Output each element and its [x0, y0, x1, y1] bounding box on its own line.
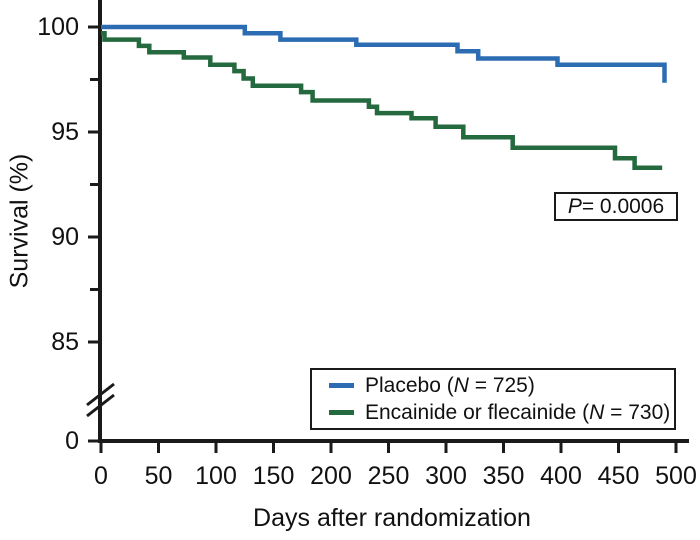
legend-label-encainide: Encainide or flecainide (N = 730) [365, 400, 670, 426]
y-tick-label: 85 [51, 328, 79, 356]
legend-item-placebo: Placebo (N = 725) [329, 373, 674, 399]
y-tick-label: 90 [51, 223, 79, 251]
x-axis-title: Days after randomization [253, 504, 531, 532]
x-tick-label: 300 [425, 462, 467, 490]
x-tick-label: 50 [145, 462, 173, 490]
p-value-symbol: P [567, 194, 582, 218]
x-tick-label: 100 [195, 462, 237, 490]
y-zero-label: 0 [65, 427, 79, 455]
x-tick-label: 500 [655, 462, 697, 490]
legend-item-encainide: Encainide or flecainide (N = 730) [329, 400, 674, 426]
legend-label-n: N [453, 373, 469, 397]
p-value-box: P = 0.0006 [554, 192, 678, 221]
p-value-text: = 0.0006 [581, 194, 665, 218]
legend-label-text: Encainide or flecainide ( [365, 400, 590, 424]
legend-label-placebo: Placebo (N = 725) [365, 373, 535, 399]
legend: Placebo (N = 725) Encainide or flecainid… [310, 368, 676, 430]
legend-label-text: Placebo ( [365, 373, 454, 397]
x-tick-label: 350 [483, 462, 525, 490]
x-tick-label: 450 [598, 462, 640, 490]
x-tick-label: 250 [368, 462, 410, 490]
axis-break-mark [86, 393, 115, 418]
x-tick-label: 400 [540, 462, 582, 490]
x-tick-label: 200 [310, 462, 352, 490]
y-tick-label: 100 [37, 13, 79, 41]
legend-swatch-encainide [329, 410, 354, 415]
legend-label-text: = 725) [468, 373, 535, 397]
axis-break-mark [86, 382, 115, 407]
y-axis-title: Survival (%) [5, 153, 34, 289]
x-tick-label: 150 [253, 462, 295, 490]
legend-label-n: N [589, 400, 605, 424]
legend-swatch-placebo [329, 383, 354, 388]
survival-curve-placebo [101, 24, 667, 83]
legend-label-text: = 730) [604, 400, 671, 424]
x-tick-label: 0 [94, 462, 108, 490]
survival-curve-encainide [101, 31, 663, 170]
y-tick-label: 95 [51, 118, 79, 146]
